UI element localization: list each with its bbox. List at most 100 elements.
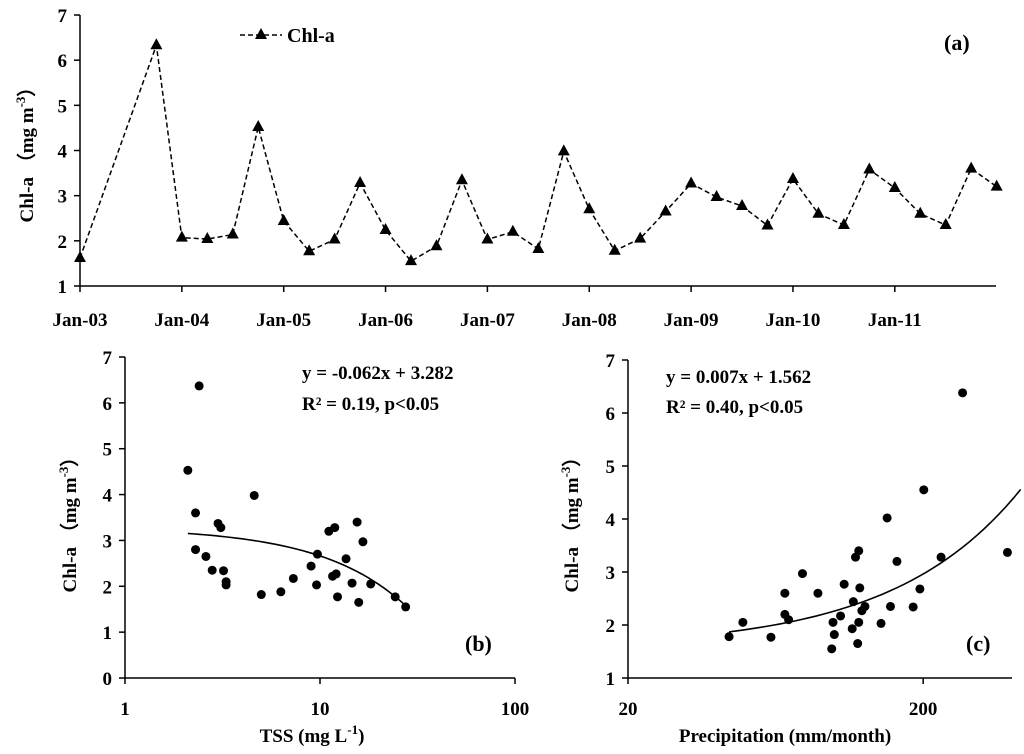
panel-a-xtick-label: Jan-09 — [664, 310, 719, 331]
panel-a-xtick-label: Jan-11 — [868, 310, 922, 331]
panel-b-label: (b) — [465, 631, 492, 656]
panel-a-xtick-label: Jan-07 — [460, 310, 515, 331]
chl-a-data-point — [837, 218, 850, 230]
panel-c-data-point — [936, 552, 946, 562]
panel-c-data-point — [780, 588, 790, 598]
chl-a-series-line — [79, 45, 998, 263]
panel-b-data-point — [331, 569, 341, 579]
panel-c-data-point — [1002, 547, 1012, 557]
chl-a-data-point — [685, 176, 698, 188]
panel-c-ytick-label: 7 — [606, 351, 616, 372]
panel-a-ytick-label: 7 — [58, 6, 68, 27]
panel-b-data-point — [201, 551, 211, 561]
panel-b-y-label: Chl-a （mg m-3） — [56, 448, 81, 593]
panel-a-ytick-label: 6 — [58, 51, 68, 72]
chl-a-data-point — [990, 179, 1003, 191]
chl-a-data-point — [430, 239, 443, 251]
chl-a-data-point — [863, 162, 876, 174]
chl-a-data-point — [328, 232, 341, 244]
panel-b-data-point — [312, 580, 322, 590]
panel-b-data-point — [256, 590, 266, 600]
panel-c-data-point — [829, 630, 839, 640]
panel-c-data-point — [885, 601, 895, 611]
panel-b-data-point — [207, 565, 217, 575]
panel-b-data-point — [216, 523, 226, 533]
panel-a-chart: 1 2 3 4 5 6 7 Jan-03 Jan-04 Jan-05 Jan-06 Jan-07 Ja… — [13, 6, 1003, 331]
panel-b-data-point — [366, 579, 376, 589]
panel-b-ytick-label: 2 — [103, 577, 113, 598]
panel-b-ytick-label: 7 — [103, 348, 113, 369]
panel-c-data-point — [882, 513, 892, 523]
chl-a-data-point — [379, 222, 392, 234]
chl-a-data-point — [481, 232, 494, 244]
panel-b-xtick-label: 100 — [501, 699, 530, 720]
panel-b-data-point — [330, 523, 340, 533]
panel-c-data-point — [854, 617, 864, 627]
chl-a-data-point — [201, 232, 214, 244]
chl-a-data-point — [277, 213, 290, 225]
panel-c-data-point — [839, 579, 849, 589]
panel-a-label: (a) — [944, 30, 970, 55]
chl-a-data-point — [455, 173, 468, 185]
panel-b-data-point — [191, 508, 201, 518]
chl-a-data-point — [659, 204, 672, 216]
panel-b-data-point — [390, 592, 400, 602]
panel-c-data-point — [827, 644, 837, 654]
panel-b-data-point — [341, 554, 351, 564]
panel-a-ytick-label: 4 — [58, 142, 68, 163]
panel-a-ytick-label: 3 — [58, 187, 68, 208]
panel-c-regression-line — [728, 488, 1022, 633]
panel-c-data-point — [908, 602, 918, 612]
panel-b-regression-line — [187, 532, 407, 607]
panel-b-data-point — [249, 490, 259, 500]
panel-c-data-point — [836, 611, 846, 621]
chl-a-data-point — [150, 38, 163, 50]
panel-c-data-point — [915, 584, 925, 594]
panel-b-data-point — [219, 566, 229, 576]
panel-c-y-label: Chl-a （mg m-3） — [558, 448, 583, 593]
panel-a-xtick-label: Jan-05 — [256, 310, 311, 331]
panel-a-xtick-label: Jan-10 — [765, 310, 820, 331]
panel-b-data-point — [354, 597, 364, 607]
panel-c-data-point — [848, 597, 858, 607]
chl-a-data-point — [74, 250, 86, 262]
svg-text:Chl-a （mg m-3）: Chl-a （mg m-3） — [13, 78, 38, 223]
panel-c-label: (c) — [966, 631, 990, 656]
panel-b-ytick-label: 4 — [103, 486, 113, 507]
chl-a-data-point — [812, 206, 825, 218]
panel-c-data-point — [853, 639, 863, 649]
svg-text:Chl-a （mg m-3）: Chl-a （mg m-3） — [558, 448, 583, 593]
panel-c-equation: y = 0.007x + 1.562 — [666, 367, 811, 388]
panel-c-data-point — [860, 601, 870, 611]
panel-a-ytick-label: 5 — [58, 96, 68, 117]
chl-a-data-point — [710, 190, 723, 202]
chl-a-data-point — [506, 224, 519, 236]
panel-c-data-point — [854, 546, 864, 556]
panel-c-data-point — [855, 583, 865, 593]
panel-a-xtick-label: Jan-03 — [53, 310, 108, 331]
chl-a-data-point — [786, 171, 799, 183]
panel-c-data-point — [766, 632, 776, 642]
panel-b-data-point — [358, 537, 368, 547]
panel-b-data-point — [352, 517, 362, 527]
panel-b-x-label: TSS (mg L-1) — [260, 722, 365, 747]
chl-a-data-point — [252, 120, 265, 132]
panel-b-data-point — [312, 549, 322, 559]
chl-a-data-point — [532, 241, 545, 253]
panel-b-data-point — [347, 578, 357, 588]
panel-c-ytick-label: 5 — [606, 457, 616, 478]
panel-c-x-label: Precipitation (mm/month) — [679, 726, 891, 747]
panel-b-ytick-label: 3 — [103, 531, 113, 552]
panel-c-data-point — [847, 624, 857, 634]
panel-a-ytick-label: 1 — [58, 277, 68, 298]
panel-b-data-point — [221, 580, 231, 590]
panel-c-ytick-label: 2 — [606, 616, 616, 637]
chl-a-data-point — [608, 243, 621, 255]
panel-c-ytick-label: 4 — [606, 510, 616, 531]
panel-c-ytick-label: 1 — [606, 669, 616, 690]
panel-c-xtick-label: 200 — [909, 699, 938, 720]
panel-b-data-point — [288, 573, 298, 583]
panel-c-data-point — [784, 615, 794, 625]
panel-c-data-point — [958, 388, 968, 398]
